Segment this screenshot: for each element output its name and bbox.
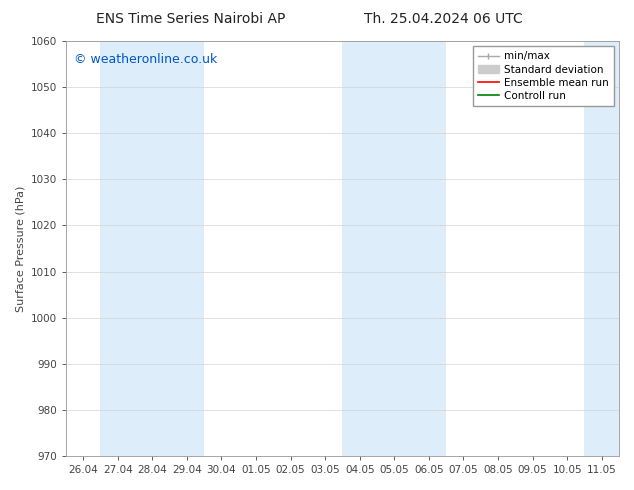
Legend: min/max, Standard deviation, Ensemble mean run, Controll run: min/max, Standard deviation, Ensemble me… [472,46,614,106]
Text: ENS Time Series Nairobi AP: ENS Time Series Nairobi AP [96,12,285,26]
Bar [100,41,204,456]
Text: Th. 25.04.2024 06 UTC: Th. 25.04.2024 06 UTC [365,12,523,26]
Text: © weatheronline.co.uk: © weatheronline.co.uk [74,53,217,67]
Y-axis label: Surface Pressure (hPa): Surface Pressure (hPa) [15,185,25,312]
Bar [342,41,446,456]
Bar [585,41,619,456]
